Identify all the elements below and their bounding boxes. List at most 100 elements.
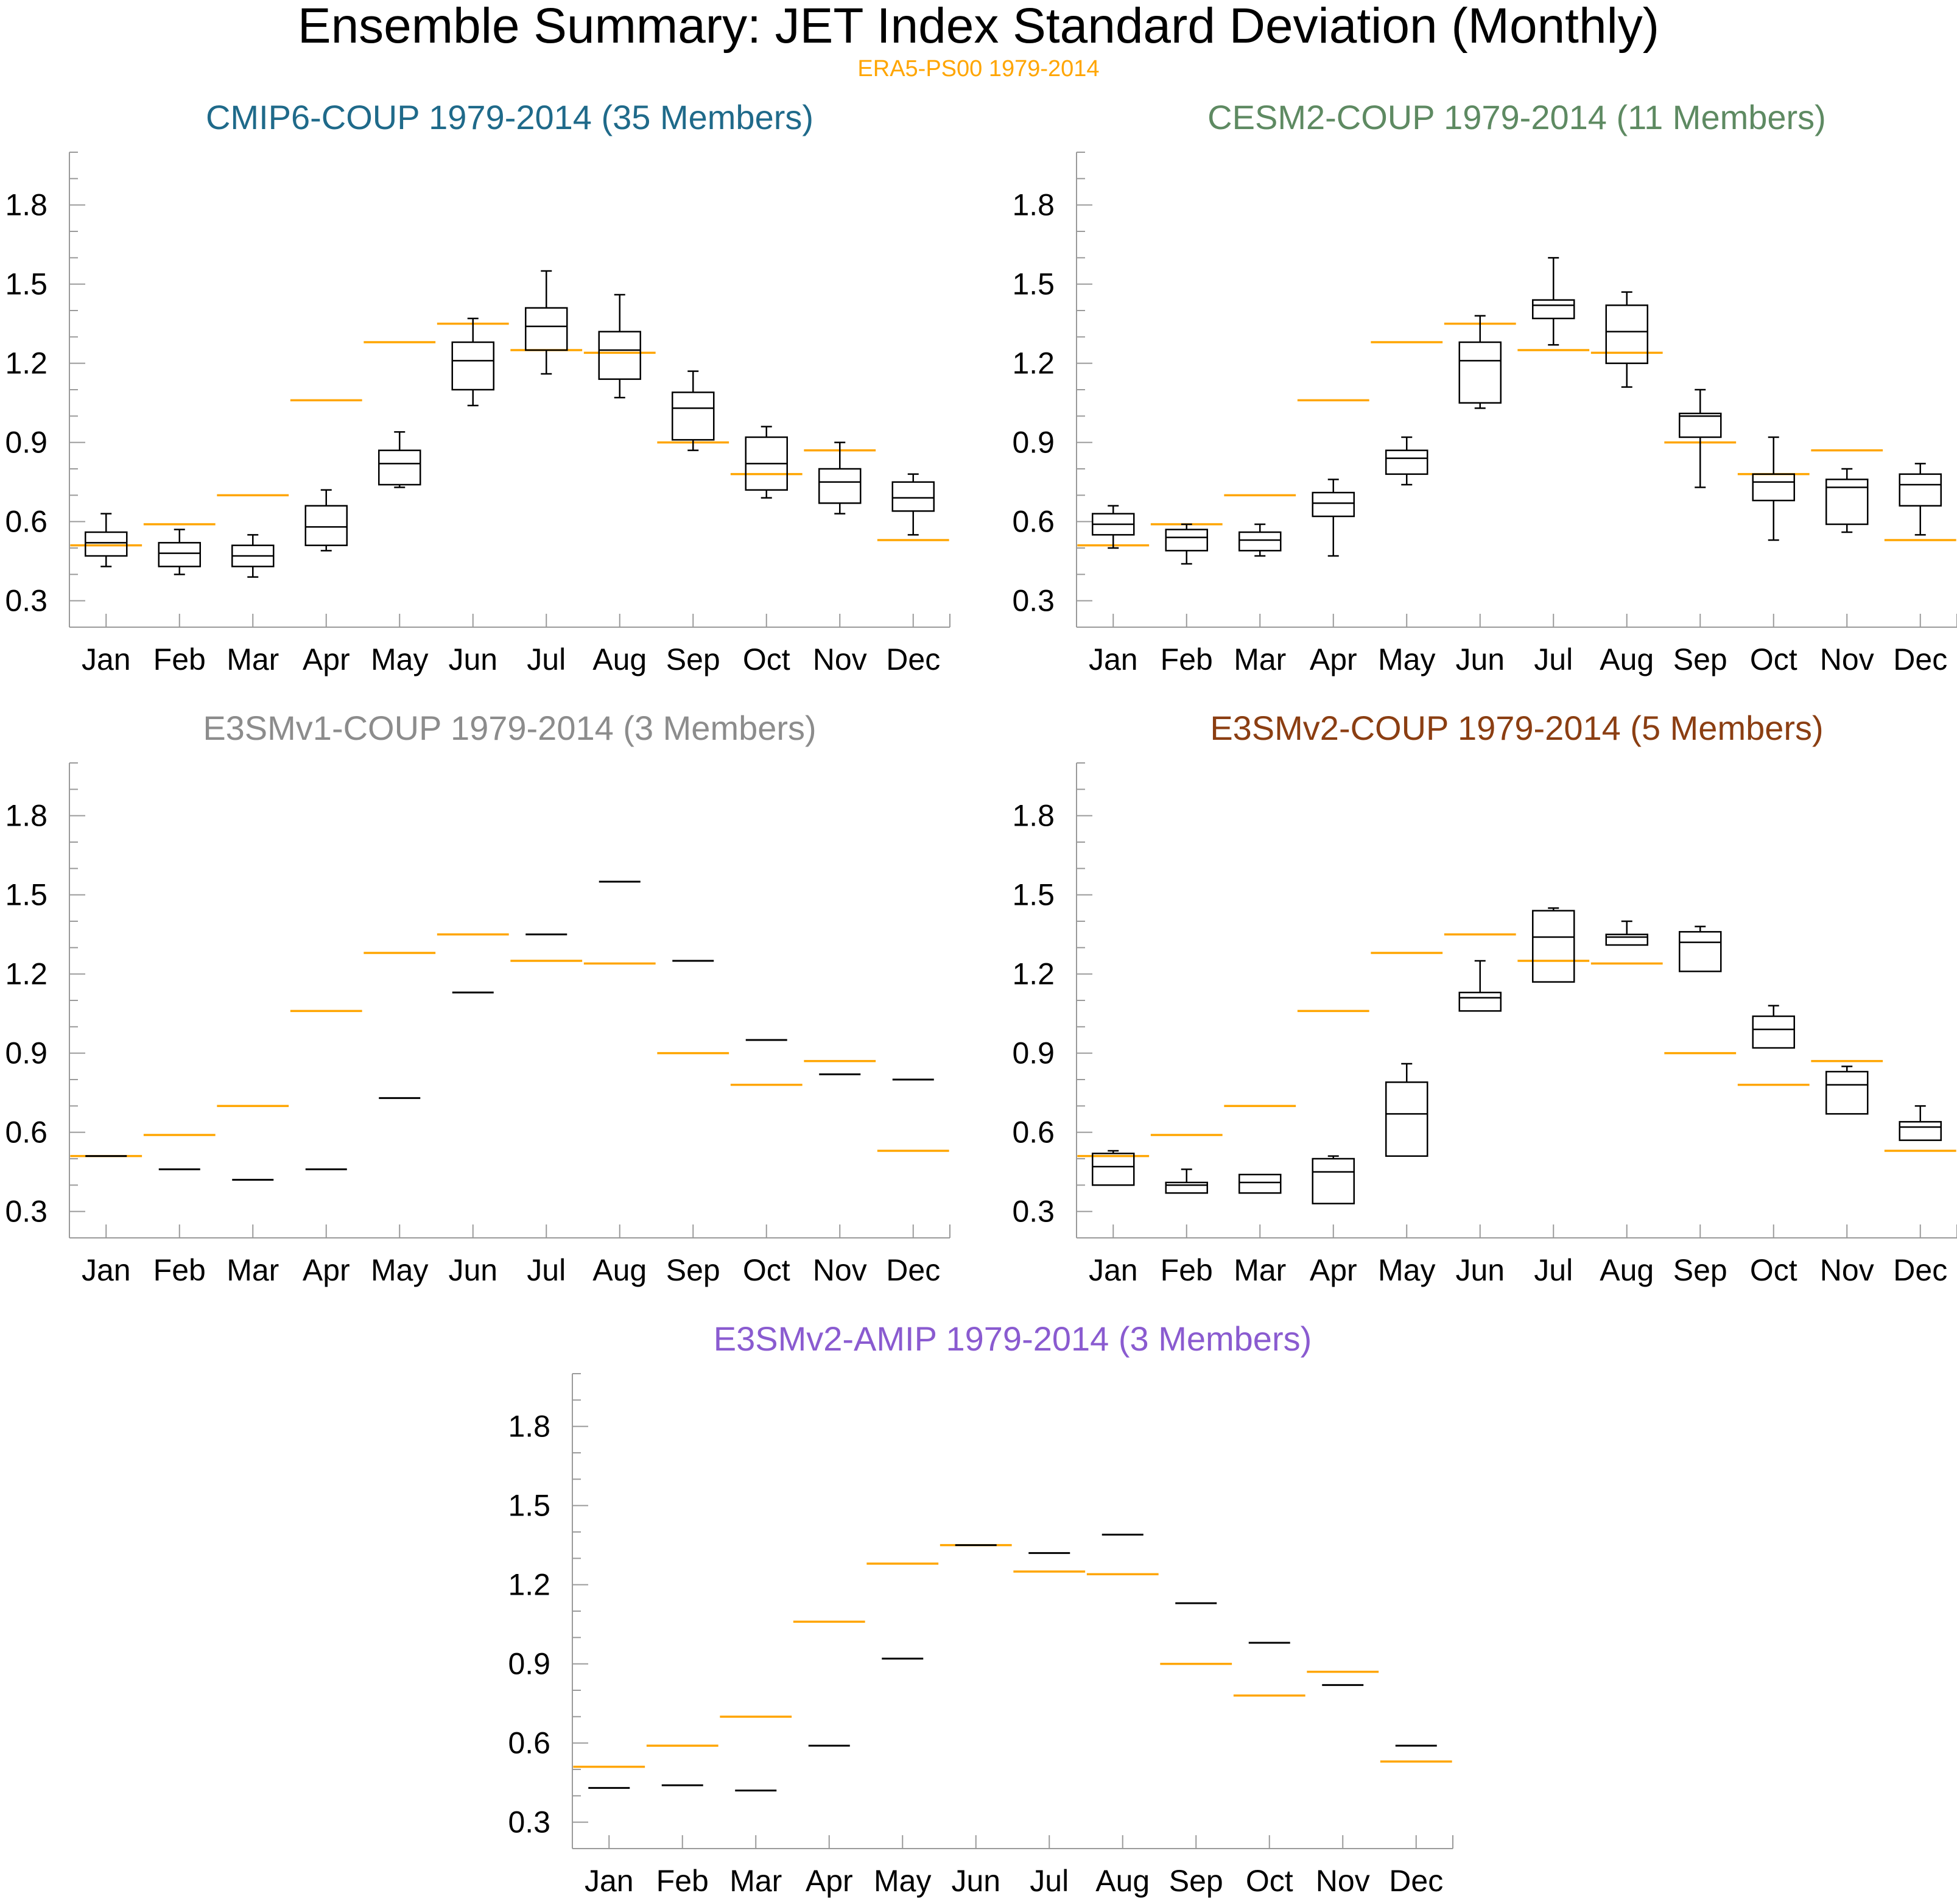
x-tick-label: Jun [448,1253,497,1287]
panel-title: CMIP6-COUP 1979-2014 (35 Members) [206,98,813,136]
box-apr [1312,479,1355,557]
x-tick-label: Mar [227,1253,279,1287]
x-tick-label: Dec [1893,642,1947,676]
x-tick-label: Aug [1095,1864,1150,1898]
y-tick-label: 1.8 [508,1410,550,1444]
box-oct [1752,436,1795,541]
box-iqr [1605,304,1648,364]
y-tick-label: 0.3 [508,1805,550,1839]
x-tick-label: Dec [886,1253,940,1287]
y-tick-label: 1.5 [5,267,47,301]
box-iqr [85,531,128,557]
y-tick-label: 0.9 [5,1036,47,1070]
box-sep [1679,926,1722,972]
box-feb [1165,1168,1208,1194]
reference-label: ERA5-PS00 1979-2014 [857,56,1100,82]
box-jun [451,317,494,407]
x-tick-label: Jun [1455,1253,1505,1287]
box-iqr [891,481,935,512]
box-iqr [598,331,641,380]
box-sep [672,370,715,451]
box-jan [1092,505,1135,549]
y-tick-label: 0.6 [1012,505,1055,539]
x-tick-label: Feb [1161,1253,1213,1287]
box-iqr [1092,1153,1135,1186]
x-tick-label: Jun [951,1864,1000,1898]
y-tick-label: 1.2 [1012,957,1055,991]
box-iqr [1238,531,1282,552]
box-iqr [158,542,201,567]
box-jul [1532,907,1575,983]
y-tick-label: 0.6 [5,1115,47,1150]
box-iqr [304,505,348,546]
x-tick-label: Apr [1310,642,1357,676]
box-iqr [1165,1181,1208,1194]
y-tick-label: 0.9 [5,426,47,460]
x-tick-label: Sep [1169,1864,1223,1898]
x-tick-label: Sep [1673,642,1727,676]
box-aug [598,293,641,399]
y-tick-label: 1.8 [1012,188,1055,222]
box-jul [525,270,568,375]
box-aug [1605,291,1648,388]
box-apr [304,489,348,552]
box-iqr [1679,412,1722,438]
x-tick-label: Nov [1820,642,1874,676]
panel-1: CMIP6-COUP 1979-2014 (35 Members) 0.3 0.6 0… [5,98,950,676]
x-tick-label: Nov [813,1253,867,1287]
x-tick-label: Aug [1600,642,1654,676]
box-iqr [1312,1158,1355,1204]
box-iqr [451,341,494,391]
x-tick-label: Apr [1310,1253,1357,1287]
x-tick-label: Apr [303,1253,350,1287]
box-jun [1458,315,1502,409]
x-tick-label: Aug [1600,1253,1654,1287]
x-tick-label: Oct [743,642,790,676]
x-tick-label: Nov [1316,1864,1370,1898]
box-jan [85,513,128,567]
box-iqr [1458,341,1502,404]
x-tick-label: Sep [1673,1253,1727,1287]
box-iqr [1752,473,1795,502]
x-tick-label: Sep [666,1253,720,1287]
panel-title: E3SMv2-AMIP 1979-2014 (3 Members) [714,1319,1312,1358]
box-jul [1532,257,1575,346]
y-tick-label: 0.3 [1012,584,1055,618]
x-tick-label: Oct [1246,1864,1293,1898]
x-tick-label: Aug [592,642,647,676]
x-tick-label: Nov [813,642,867,676]
box-mar [1238,523,1282,557]
y-tick-label: 1.5 [5,878,47,912]
x-tick-label: Jan [1089,1253,1138,1287]
box-oct [1752,1005,1795,1049]
y-tick-label: 1.5 [508,1489,550,1523]
x-tick-label: Oct [1750,642,1797,676]
box-jun [1458,960,1502,1012]
y-tick-label: 1.8 [1012,799,1055,833]
x-tick-label: Oct [1750,1253,1797,1287]
box-iqr [1532,299,1575,320]
box-iqr [1899,473,1942,507]
box-iqr [672,392,715,441]
x-tick-label: Sep [666,642,720,676]
x-tick-label: Dec [886,642,940,676]
box-iqr [1752,1015,1795,1049]
box-iqr [1679,931,1722,972]
box-feb [1165,523,1208,565]
x-tick-label: Feb [1161,642,1213,676]
box-nov [1825,1066,1869,1115]
box-iqr [1899,1121,1942,1141]
box-jan [1092,1150,1135,1186]
panel-4: E3SMv2-COUP 1979-2014 (5 Members) 0.3 0.6 0… [1012,709,1957,1287]
x-tick-label: Jul [527,642,566,676]
y-tick-label: 0.6 [1012,1115,1055,1150]
panel-5: E3SMv2-AMIP 1979-2014 (3 Members) 0.3 0.6 0… [508,1319,1453,1898]
panel-title: CESM2-COUP 1979-2014 (11 Members) [1207,98,1826,136]
y-tick-label: 0.3 [5,1195,47,1229]
y-tick-label: 1.2 [508,1568,550,1602]
box-dec [891,473,935,536]
y-tick-label: 1.8 [5,188,47,222]
box-oct [745,426,788,499]
x-tick-label: Jan [1089,642,1138,676]
